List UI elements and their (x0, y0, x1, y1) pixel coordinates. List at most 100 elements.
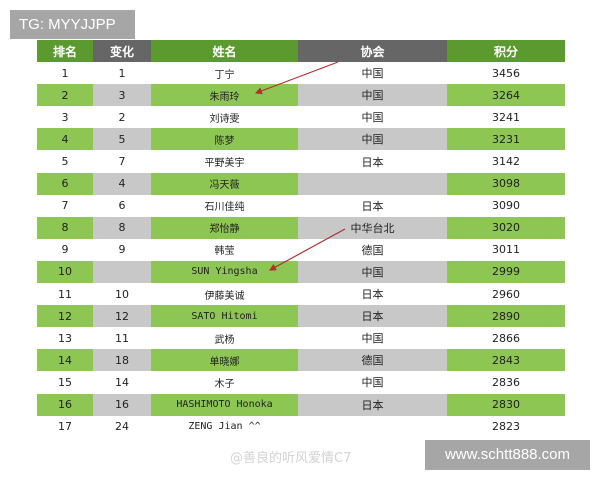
cell-rank: 9 (61, 243, 69, 257)
header-association: 协会 (298, 40, 447, 63)
cell-name: 伊藤美诚 (204, 290, 245, 302)
cell-name: 郑怡静 (151, 216, 298, 239)
cell-name: 石川佳纯 (204, 202, 245, 214)
table-row: 13 11 武杨 中国 2866 (37, 327, 565, 349)
header-points: 积分 (447, 40, 565, 63)
cell-rank: 10 (37, 260, 93, 284)
header-name: 姓名 (151, 40, 298, 63)
cell-points: 2830 (447, 393, 565, 416)
cell-rank: 13 (58, 331, 72, 345)
cell-points: 2999 (447, 260, 565, 284)
cell-name: 平野美宇 (204, 158, 245, 170)
cell-name: 韩莹 (214, 246, 235, 258)
cell-association: 中国 (298, 128, 447, 151)
cell-name: 丁宁 (214, 69, 235, 81)
table-row: 1 1 丁宁 中国 3456 (37, 62, 565, 84)
cell-points: 2890 (447, 305, 565, 328)
cell-change: 2 (118, 110, 126, 124)
cell-association: 日本 (361, 155, 384, 169)
cell-change: 8 (93, 216, 151, 239)
watermark-label-bottom: www.schtt888.com (425, 440, 590, 470)
cell-rank: 3 (61, 110, 69, 124)
arrow-2 (268, 228, 346, 271)
cell-change: 7 (118, 155, 126, 169)
header-change: 变化 (93, 40, 151, 63)
cell-name: ZENG Jian ^^ (188, 421, 261, 433)
watermark-overlay: @善良的听风爱情C7 (230, 451, 352, 466)
table-header: 排名 变化 姓名 协会 积分 (37, 40, 565, 63)
cell-points: 3264 (447, 84, 565, 107)
cell-points: 3142 (492, 155, 520, 169)
cell-rank: 7 (61, 199, 69, 213)
cell-change: 4 (93, 172, 151, 195)
cell-association: 德国 (298, 349, 447, 372)
header-rank: 排名 (37, 40, 93, 63)
table-row: 15 14 木子 中国 2836 (37, 371, 565, 393)
cell-points: 2866 (492, 331, 520, 345)
table-row: 3 2 刘诗雯 中国 3241 (37, 106, 565, 128)
cell-rank: 6 (37, 172, 93, 195)
cell-association: 中国 (361, 67, 384, 81)
table-row: 6 4 冯天薇 3098 (37, 172, 565, 195)
cell-change: 14 (115, 375, 129, 389)
cell-points: 3098 (447, 172, 565, 195)
table-row: 5 7 平野美宇 日本 3142 (37, 150, 565, 172)
cell-points: 3020 (447, 216, 565, 239)
cell-change: 5 (93, 128, 151, 151)
cell-name: HASHIMOTO Honoka (151, 393, 298, 416)
ranking-table: 排名 变化 姓名 协会 积分 1 1 丁宁 中国 3456 2 3 朱雨玲 中国 3264 3 2 刘诗… (37, 40, 565, 438)
cell-points: 3011 (492, 243, 520, 257)
cell-points: 3456 (492, 66, 520, 80)
cell-change: 24 (115, 420, 129, 434)
table-row: 14 18 单晓娜 德国 2843 (37, 349, 565, 372)
table-row: 16 16 HASHIMOTO Honoka 日本 2830 (37, 393, 565, 416)
cell-name: 单晓娜 (151, 349, 298, 372)
arrow-1 (254, 61, 339, 95)
cell-association: 日本 (298, 393, 447, 416)
cell-association: 日本 (361, 199, 384, 213)
cell-association: 中国 (298, 84, 447, 107)
cell-change (93, 260, 151, 284)
cell-association: 日本 (361, 288, 384, 302)
table-row: 12 12 SATO Hitomi 日本 2890 (37, 305, 565, 328)
cell-points: 2843 (447, 349, 565, 372)
table-row: 4 5 陈梦 中国 3231 (37, 128, 565, 151)
cell-name: 刘诗雯 (209, 113, 240, 125)
cell-rank: 17 (58, 420, 72, 434)
cell-rank: 8 (37, 216, 93, 239)
cell-name: 陈梦 (151, 128, 298, 151)
cell-association: 中国 (361, 376, 384, 390)
cell-change: 18 (93, 349, 151, 372)
cell-change: 16 (93, 393, 151, 416)
table-row: 8 8 郑怡静 中华台北 3020 (37, 216, 565, 239)
cell-association: 日本 (298, 305, 447, 328)
cell-rank: 5 (61, 155, 69, 169)
cell-association: 中国 (361, 111, 384, 125)
cell-points: 3231 (447, 128, 565, 151)
cell-change: 3 (93, 84, 151, 107)
cell-association (298, 172, 447, 195)
cell-rank: 11 (58, 287, 72, 301)
cell-points: 2836 (492, 375, 520, 389)
cell-change: 11 (115, 331, 129, 345)
cell-rank: 15 (58, 375, 72, 389)
table-row: 10 SUN Yingsha 中国 2999 (37, 260, 565, 284)
cell-rank: 1 (61, 66, 69, 80)
cell-name: SATO Hitomi (151, 305, 298, 328)
cell-rank: 4 (37, 128, 93, 151)
cell-name: SUN Yingsha (151, 260, 298, 284)
cell-points: 2960 (492, 287, 520, 301)
table-row: 11 10 伊藤美诚 日本 2960 (37, 283, 565, 305)
cell-name: 冯天薇 (151, 172, 298, 195)
cell-name: 木子 (214, 378, 235, 390)
table-row: 7 6 石川佳纯 日本 3090 (37, 195, 565, 217)
cell-change: 1 (118, 66, 126, 80)
cell-points: 3090 (492, 199, 520, 213)
cell-rank: 12 (37, 305, 93, 328)
cell-points: 3241 (492, 110, 520, 124)
cell-association: 中国 (298, 260, 447, 284)
watermark-label-top: TG: MYYJJPP (10, 10, 135, 39)
cell-change: 12 (93, 305, 151, 328)
table-row: 9 9 韩莹 德国 3011 (37, 239, 565, 261)
